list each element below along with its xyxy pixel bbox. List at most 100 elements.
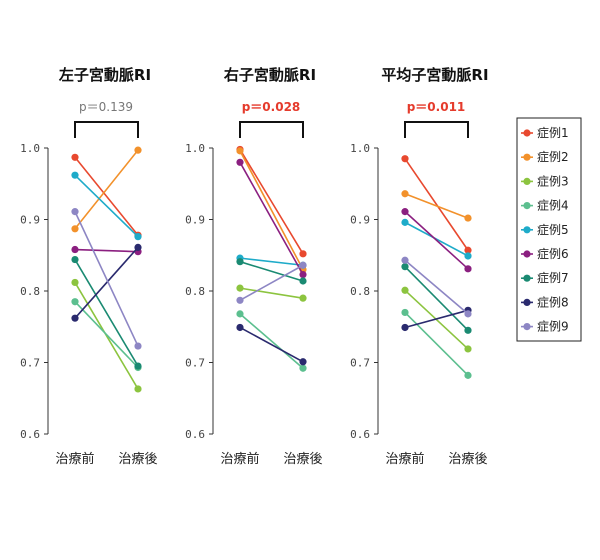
legend-label: 症例3 [537,173,569,188]
data-point-before-case-8 [401,323,409,332]
data-point-after-case-6 [299,270,307,279]
data-point-before-case-7 [401,263,409,271]
y-tick-label: 0.9 [185,214,205,227]
data-point-after-case-2 [134,146,142,154]
x-category-label: 治療前 [55,451,94,467]
series-line-case-8 [404,309,469,329]
significance-bracket [74,121,139,138]
series-line-case-7 [404,266,469,331]
legend-label: 症例8 [537,294,569,309]
p-value-label: p＝0.028 [242,100,301,114]
x-category-label: 治療前 [385,451,424,467]
data-point-before-case-1 [401,155,409,163]
data-point-after-case-5 [134,233,142,241]
data-point-before-case-4 [71,298,79,306]
legend-marker-case-2 [523,153,531,161]
data-point-after-case-8 [134,243,142,251]
data-point-before-case-6 [71,245,79,254]
data-point-before-case-4 [236,310,244,318]
p-value-label: p＝0.139 [79,100,133,114]
chart-title: 平均子宮動脈RI [381,66,488,84]
data-point-before-case-7 [236,258,244,266]
legend-label: 症例5 [537,222,569,237]
legend-marker-case-1 [523,129,531,137]
series-line-case-9 [239,264,304,301]
y-tick-label: 0.9 [350,214,370,227]
y-tick-label: 1.0 [350,142,370,155]
series-line-case-6 [239,161,304,275]
data-point-before-case-7 [71,255,79,264]
series-line-case-5 [74,174,139,238]
data-point-before-case-4 [401,308,409,317]
y-tick-label: 0.7 [185,357,205,370]
data-point-before-case-9 [401,256,409,264]
legend-label: 症例4 [537,198,569,213]
significance-bracket [404,121,469,138]
x-category-label: 治療後 [118,452,157,467]
data-point-after-case-3 [464,345,472,353]
data-point-before-case-9 [71,208,79,216]
data-point-before-case-6 [236,158,244,166]
y-tick-label: 0.6 [350,428,370,441]
significance-bracket [239,121,304,138]
y-tick-label: 0.6 [185,428,205,441]
legend-label: 症例7 [537,270,569,285]
series-line-case-6 [74,248,139,253]
series-line-case-1 [74,156,139,236]
data-point-before-case-9 [236,296,244,304]
legend-marker-case-9 [523,323,531,331]
data-point-after-case-2 [464,214,472,222]
series-line-case-6 [404,211,469,270]
series-line-case-4 [239,313,304,369]
series-line-case-9 [404,259,469,315]
chart-title: 右子宮動脈RI [224,66,316,84]
data-point-after-case-9 [134,342,142,350]
data-point-after-case-1 [464,246,472,254]
legend: 症例1 症例2 症例3 症例4 症例5 症例6 症例7 症例8 症例9 [516,117,582,342]
series-line-case-9 [74,211,139,347]
data-point-before-case-5 [71,171,79,179]
data-point-before-case-3 [236,284,244,292]
legend-label: 症例1 [537,125,569,140]
series-line-case-7 [239,260,304,282]
x-category-label: 治療後 [283,452,322,467]
data-point-after-case-3 [299,294,307,302]
series-line-case-2 [404,193,469,219]
legend-marker-case-4 [523,202,531,210]
x-category-label: 治療後 [448,452,487,467]
series-line-case-2 [74,149,139,230]
series-line-case-4 [74,301,139,369]
series-group [236,145,307,372]
chart-panel-3: 平均子宮動脈RI p＝0.011 1.0 0.9 0.8 0.7 0.6 治療前 治療後 [350,66,488,467]
legend-label: 症例2 [537,149,569,164]
data-point-before-case-2 [401,190,409,198]
legend-marker-case-5 [523,226,531,234]
p-value-label: p＝0.011 [407,100,466,114]
y-tick-label: 0.8 [350,285,370,298]
data-point-before-case-2 [236,147,244,155]
data-point-before-case-5 [401,218,409,226]
series-group [71,146,142,393]
series-line-case-3 [239,287,304,299]
series-group [401,155,472,379]
data-point-after-case-7 [134,362,142,370]
data-point-before-case-3 [401,286,409,294]
data-point-after-case-7 [464,326,472,334]
data-point-before-case-8 [236,323,244,332]
data-point-after-case-6 [464,265,472,273]
data-point-after-case-9 [464,310,472,318]
data-point-before-case-6 [401,208,409,216]
legend-marker-case-8 [523,298,531,306]
legend-marker-case-7 [523,274,531,282]
chart-panel-1: 左子宮動脈RI p＝0.139 1.0 0.9 0.8 0.7 0.6 治療前 治療後 [20,66,157,467]
x-category-label: 治療前 [220,451,259,467]
data-point-after-case-5 [464,252,472,260]
data-point-before-case-1 [71,153,79,161]
chart-panel-2: 右子宮動脈RI p＝0.028 1.0 0.9 0.8 0.7 0.6 治療前 治療後 [185,66,322,467]
y-tick-label: 1.0 [20,142,40,155]
y-tick-label: 0.8 [185,285,205,298]
y-tick-label: 0.7 [350,357,370,370]
series-line-case-4 [404,311,469,376]
